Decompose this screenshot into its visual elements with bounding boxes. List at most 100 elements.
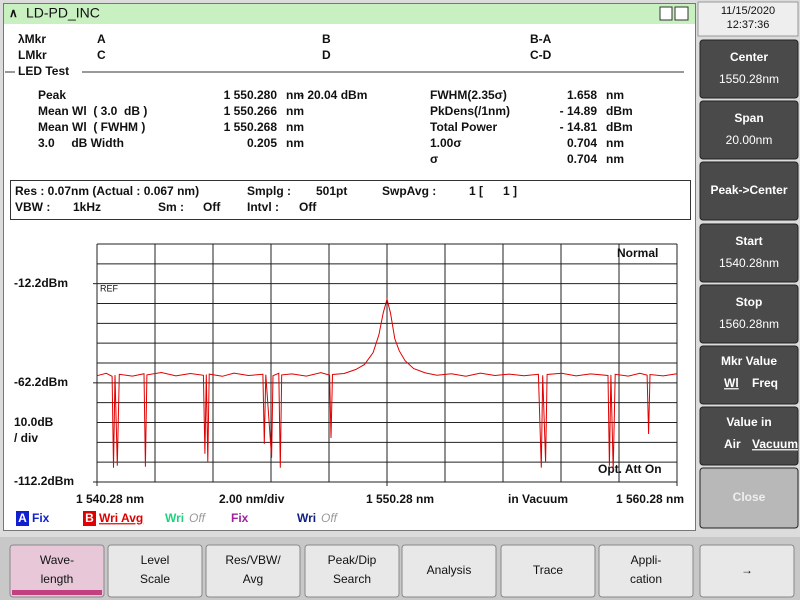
scale-per-div: / div (14, 431, 38, 445)
clock-box (697, 1, 799, 37)
att-label: Opt. Att On (598, 462, 662, 476)
trace-letter: A (18, 511, 27, 525)
res: Res : 0.07nm (Actual : 0.067 nm) (15, 184, 199, 198)
marker-b-a: B-A (530, 32, 552, 46)
trace (96, 297, 678, 470)
trace-letter-box (16, 511, 29, 526)
result-unit: nm (606, 136, 624, 150)
span-per-div: 2.00 nm/div (219, 492, 285, 506)
side-key-label: Span (734, 111, 763, 125)
function-key-label: Trace (533, 563, 564, 577)
trace-mode: Wri Avg (99, 511, 143, 525)
sm-label: Sm : (158, 200, 184, 214)
clock-time: 12:37:36 (727, 19, 770, 31)
vbw: 1kHz (73, 200, 101, 214)
trace-letter-box (83, 511, 96, 526)
smplg-label: Smplg : (247, 184, 291, 198)
result-label: Peak (38, 88, 66, 102)
function-key-label: Peak/Dip (328, 553, 377, 567)
side-key-label: Peak->Center (710, 183, 787, 197)
function-key-accent (12, 590, 102, 595)
side-key-label: Center (730, 50, 768, 64)
side-key-option: Vacuum (752, 437, 798, 451)
side-key[interactable] (699, 406, 799, 466)
result-unit: nm (606, 152, 624, 166)
marker-c: C (97, 48, 106, 62)
side-key-label: Start (735, 234, 762, 248)
settings-box (10, 180, 691, 220)
function-key-label: Analysis (427, 563, 472, 577)
result-unit: nm (286, 104, 304, 118)
result-value: 0.704 (567, 152, 597, 166)
function-key-label: Level (141, 553, 170, 567)
ref-label: REF (100, 283, 119, 293)
result-unit: dBm (606, 104, 633, 118)
function-key[interactable] (401, 544, 497, 598)
restore-button[interactable] (674, 6, 689, 21)
side-key[interactable] (699, 100, 799, 160)
main-window (3, 3, 696, 531)
result-label: FWHM(2.35σ) (430, 88, 507, 102)
trace-mode: Fix (231, 511, 249, 525)
window-icon: ∧ (9, 6, 18, 20)
x-tick-label: 1 540.28 nm (76, 492, 144, 506)
trace-letter: B (85, 511, 94, 525)
function-key[interactable] (9, 544, 105, 598)
peak-level: - 20.04 dBm (300, 88, 367, 102)
side-key[interactable] (699, 39, 799, 99)
medium: in Vacuum (508, 492, 568, 506)
trace-mode: Fix (32, 511, 50, 525)
side-key-label: Value in (726, 415, 771, 429)
function-key-label: cation (630, 572, 662, 586)
function-key[interactable] (500, 544, 596, 598)
side-key-value: 1560.28nm (719, 317, 779, 331)
result-unit: nm (286, 88, 304, 102)
function-key-label: Search (333, 572, 371, 586)
result-label: Total Power (430, 120, 497, 134)
function-key[interactable] (107, 544, 203, 598)
result-label: PkDens(/1nm) (430, 104, 510, 118)
side-key-label: Close (733, 490, 766, 504)
side-key-option: Freq (752, 376, 778, 390)
minimize-button[interactable] (659, 6, 673, 21)
side-key[interactable] (699, 223, 799, 283)
level-marker-label: LMkr (18, 48, 47, 62)
result-unit: nm (286, 136, 304, 150)
intvl-label: Intvl : (247, 200, 279, 214)
result-unit: dBm (606, 120, 633, 134)
result-value: - 14.89 (560, 104, 598, 118)
side-key[interactable] (699, 345, 799, 405)
y-tick-label: -12.2dBm (14, 276, 68, 290)
function-key[interactable] (598, 544, 694, 598)
result-value: - 14.81 (560, 120, 598, 134)
side-key[interactable] (699, 467, 799, 529)
result-label: 1.00σ (430, 136, 462, 150)
marker-d: D (322, 48, 331, 62)
side-key[interactable] (699, 284, 799, 344)
function-key[interactable] (205, 544, 301, 598)
wl-marker-label: λMkr (18, 32, 46, 46)
side-key-label: Stop (736, 295, 763, 309)
intvl: Off (299, 200, 317, 214)
side-key[interactable] (699, 161, 799, 221)
marker-b: B (322, 32, 331, 46)
result-value: 1 550.268 (224, 120, 278, 134)
function-key[interactable] (304, 544, 400, 598)
vbw-label: VBW : (15, 200, 50, 214)
swpavg-label: SwpAvg : (382, 184, 436, 198)
result-value: 1.658 (567, 88, 597, 102)
result-label: 3.0 dB Width (38, 136, 124, 150)
function-key-label: Scale (140, 572, 170, 586)
side-key-option: Air (724, 437, 741, 451)
x-tick-label: 1 560.28 nm (616, 492, 684, 506)
side-key-label: Mkr Value (721, 354, 777, 368)
title-bar (4, 4, 695, 24)
function-key[interactable] (699, 544, 795, 598)
trace-state: Off (189, 511, 207, 525)
clock-date: 11/15/2020 (721, 5, 775, 17)
function-key-label: Res/VBW/ (225, 553, 281, 567)
y-tick-label: -112.2dBm (14, 474, 74, 488)
function-key-label: Avg (243, 572, 263, 586)
trace-mode: Wri (297, 511, 316, 525)
